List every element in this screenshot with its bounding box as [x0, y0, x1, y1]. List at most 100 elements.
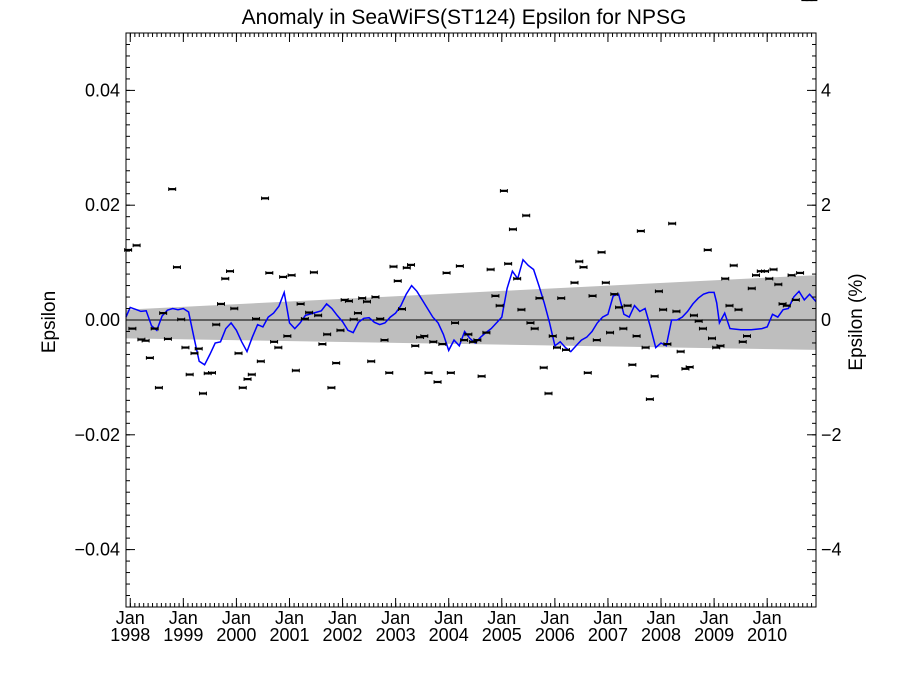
data-point — [654, 289, 663, 294]
data-point — [729, 263, 738, 268]
y2-tick-label: 2 — [821, 195, 831, 215]
data-point — [619, 326, 628, 331]
data-point — [291, 368, 300, 373]
data-point — [349, 317, 358, 322]
x-tick-label-month: Jan — [646, 608, 675, 628]
data-point — [659, 307, 668, 312]
data-point — [694, 319, 703, 323]
data-point — [309, 270, 318, 275]
data-point — [747, 286, 756, 291]
data-point — [362, 299, 371, 304]
data-point — [353, 311, 362, 315]
y-tick-label: −0.02 — [74, 425, 120, 445]
data-point — [689, 313, 698, 318]
data-point — [716, 344, 725, 348]
data-point — [672, 309, 681, 314]
data-point — [424, 371, 433, 375]
x-tick-label-month: Jan — [434, 608, 463, 628]
data-point — [486, 267, 495, 272]
data-point — [128, 326, 137, 331]
data-point — [552, 345, 561, 350]
data-point — [738, 340, 747, 344]
x-tick-label-month: Jan — [700, 608, 729, 628]
x-tick-label-month: Jan — [487, 608, 516, 628]
x-tick-label-year: 2009 — [694, 625, 734, 645]
data-point — [685, 365, 694, 369]
x-tick-label-month: Jan — [116, 608, 145, 628]
data-point — [230, 306, 239, 311]
data-point — [455, 264, 464, 268]
data-point — [420, 334, 429, 338]
data-point — [287, 273, 296, 278]
data-point — [676, 349, 685, 354]
data-point — [761, 269, 770, 274]
data-point — [628, 362, 637, 367]
data-point — [504, 261, 513, 266]
data-point — [145, 356, 154, 360]
data-point — [636, 229, 645, 233]
x-tick-label-month: Jan — [275, 608, 304, 628]
data-point — [769, 267, 778, 272]
uncertainty-band — [126, 275, 816, 350]
data-point — [539, 365, 548, 370]
data-point — [185, 372, 194, 377]
data-point — [491, 294, 500, 298]
y-axis-label: Epsilon — [39, 291, 60, 353]
data-point — [226, 269, 235, 274]
data-point — [243, 377, 252, 381]
data-point — [141, 338, 150, 343]
data-point — [615, 305, 624, 310]
data-point — [168, 187, 177, 191]
data-point — [198, 391, 207, 396]
data-point — [332, 361, 341, 365]
y-tick-label: 0.00 — [85, 310, 120, 330]
data-point — [389, 264, 398, 269]
y2-tick-label: −2 — [821, 425, 842, 445]
data-point — [522, 213, 531, 218]
data-point — [327, 385, 336, 390]
y-axis-right: −4 −2 0 2 4 — [807, 80, 842, 560]
data-point — [429, 340, 438, 344]
data-point — [477, 374, 486, 379]
data-point — [367, 359, 376, 364]
data-point — [385, 371, 394, 375]
x-tick-label-year: 2007 — [588, 625, 628, 645]
data-point — [446, 371, 455, 375]
data-point — [566, 336, 575, 341]
data-point — [371, 295, 380, 299]
data-point — [557, 296, 566, 300]
data-point — [221, 276, 230, 281]
data-point — [668, 221, 677, 226]
data-point — [336, 328, 345, 333]
y2-axis-label: Epsilon (%) — [846, 273, 867, 370]
data-point — [482, 330, 491, 335]
x-axis: Jan1998Jan1999Jan2000Jan2001Jan2002Jan20… — [110, 33, 787, 645]
data-point — [588, 294, 597, 298]
data-point — [508, 227, 517, 232]
data-point — [721, 276, 730, 281]
data-point — [548, 334, 557, 338]
x-tick-label-year: 1998 — [110, 625, 150, 645]
data-point — [606, 330, 615, 335]
data-point — [473, 338, 482, 342]
data-point — [570, 280, 579, 285]
data-point — [597, 250, 606, 255]
data-point — [535, 296, 544, 300]
x-tick-label-year: 2000 — [216, 625, 256, 645]
anomaly-points — [124, 0, 818, 402]
uncertainty-band-area — [126, 275, 816, 350]
data-point — [632, 334, 641, 338]
data-point — [464, 332, 473, 337]
x-tick-label-month: Jan — [328, 608, 357, 628]
data-point — [703, 248, 712, 252]
data-point — [238, 385, 247, 390]
data-point — [181, 345, 190, 350]
x-tick-label-year: 2004 — [429, 625, 469, 645]
data-point — [707, 336, 716, 341]
data-point — [234, 351, 243, 356]
data-point — [433, 380, 442, 384]
data-point — [650, 374, 659, 379]
y-tick-label: 0.02 — [85, 195, 120, 215]
x-tick-label-year: 2003 — [376, 625, 416, 645]
data-point — [499, 189, 508, 193]
